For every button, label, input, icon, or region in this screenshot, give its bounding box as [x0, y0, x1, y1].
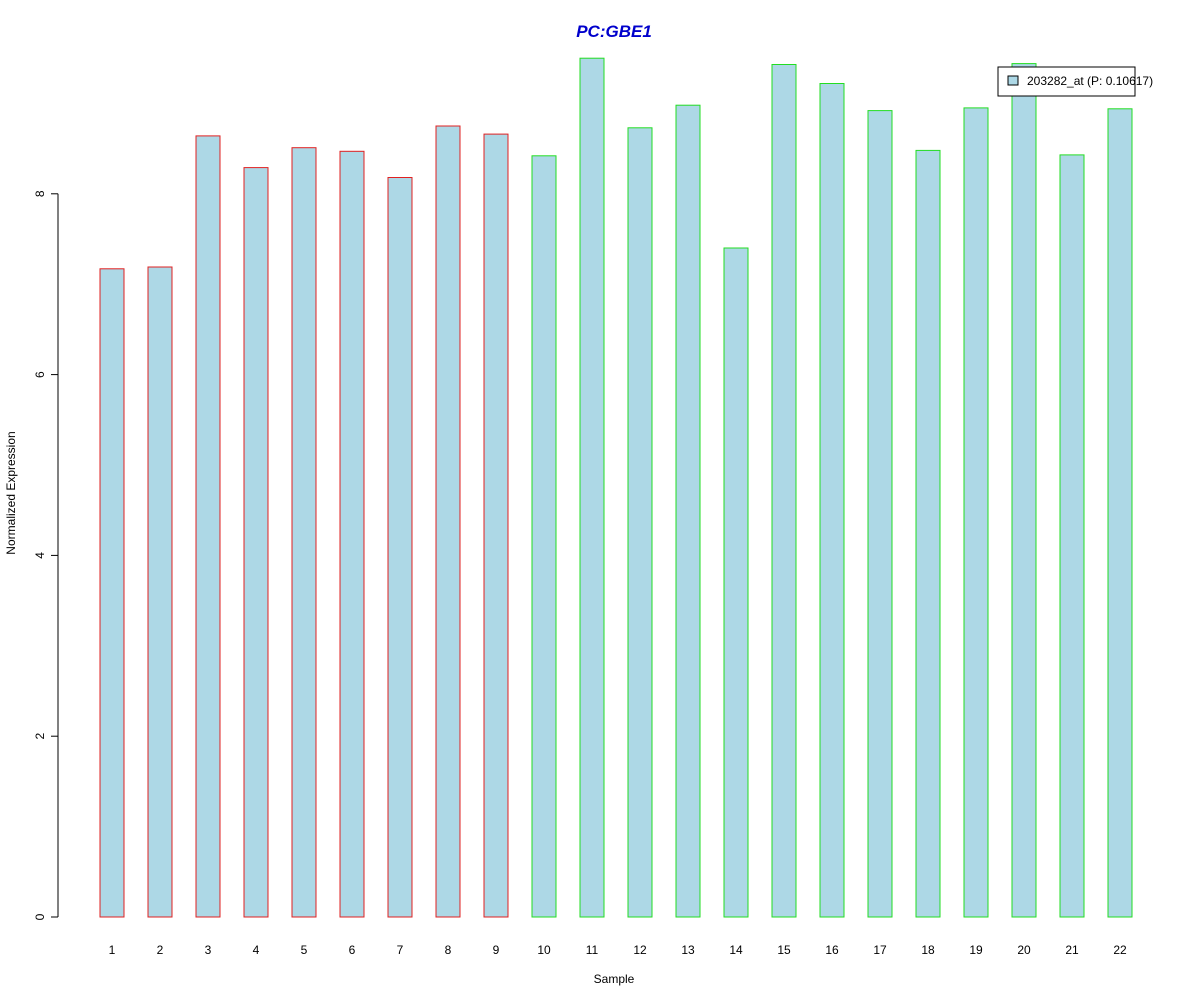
bar-sample-14 — [723, 247, 749, 918]
x-tick-label: 10 — [537, 943, 551, 957]
x-tick-label: 22 — [1113, 943, 1127, 957]
bar-sample-3 — [195, 135, 221, 918]
y-tick-label: 4 — [33, 552, 47, 559]
bar-sample-19 — [963, 107, 989, 918]
x-tick-label: 8 — [445, 943, 452, 957]
bar-sample-6 — [339, 150, 365, 918]
x-tick-label: 3 — [205, 943, 212, 957]
y-tick-label: 6 — [33, 371, 47, 378]
bar-sample-10 — [531, 155, 557, 918]
bar-sample-21 — [1059, 154, 1085, 918]
legend-swatch — [1007, 75, 1019, 86]
y-axis-label: Normalized Expression — [4, 431, 18, 554]
y-tick-label: 0 — [33, 913, 47, 920]
bar-sample-20 — [1011, 63, 1037, 918]
x-tick-label: 20 — [1017, 943, 1031, 957]
legend: 203282_at (P: 0.10617) — [997, 66, 1153, 97]
x-tick-label: 1 — [109, 943, 116, 957]
y-tick-label: 2 — [33, 733, 47, 740]
bar-sample-8 — [435, 125, 461, 918]
x-tick-label: 6 — [349, 943, 356, 957]
bar-sample-1 — [99, 268, 125, 918]
x-tick-label: 2 — [157, 943, 164, 957]
bar-sample-22 — [1107, 108, 1133, 918]
x-tick-label: 18 — [921, 943, 935, 957]
x-tick-label: 9 — [493, 943, 500, 957]
bar-sample-7 — [387, 177, 413, 918]
x-tick-label: 12 — [633, 943, 647, 957]
bar-sample-2 — [147, 266, 173, 918]
x-tick-label: 21 — [1065, 943, 1079, 957]
x-tick-label: 4 — [253, 943, 260, 957]
bar-sample-13 — [675, 104, 701, 918]
legend-label: 203282_at (P: 0.10617) — [1027, 74, 1153, 88]
x-tick-label: 7 — [397, 943, 404, 957]
bar-sample-9 — [483, 133, 509, 918]
bar-sample-17 — [867, 110, 893, 918]
x-tick-label: 11 — [586, 943, 599, 957]
bar-sample-11 — [579, 57, 605, 918]
bar-sample-5 — [291, 147, 317, 918]
legend-box — [997, 66, 1136, 97]
y-axis: 0 2 4 6 8 — [33, 190, 59, 920]
bar-sample-15 — [771, 64, 797, 918]
x-tick-label: 19 — [969, 943, 983, 957]
bars — [99, 57, 1133, 918]
x-tick-label: 15 — [777, 943, 791, 957]
chart-title: PC:GBE1 — [576, 22, 652, 41]
bar-sample-4 — [243, 167, 269, 918]
x-tick-labels: 1 2 3 4 5 6 7 8 9 10 11 12 13 14 15 16 17 18 19 20 21 22 — [109, 943, 1127, 957]
y-tick-label: 8 — [33, 190, 47, 197]
bar-sample-16 — [819, 83, 845, 918]
bar-sample-12 — [627, 127, 653, 918]
x-tick-label: 13 — [681, 943, 695, 957]
x-tick-label: 16 — [825, 943, 839, 957]
x-tick-label: 5 — [301, 943, 308, 957]
x-tick-label: 17 — [873, 943, 887, 957]
x-tick-label: 14 — [729, 943, 743, 957]
bar-sample-18 — [915, 149, 941, 918]
x-axis-label: Sample — [594, 972, 635, 986]
